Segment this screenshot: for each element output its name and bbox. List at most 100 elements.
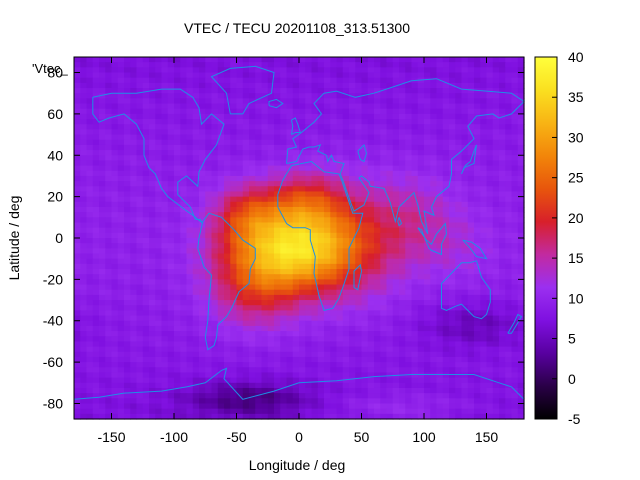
heatmap-cell <box>167 181 175 187</box>
heatmap-cell <box>167 258 175 265</box>
heatmap-cell <box>136 263 144 270</box>
heatmap-cell <box>399 134 406 141</box>
heatmap-cell <box>417 222 425 229</box>
heatmap-cell <box>105 362 113 368</box>
heatmap-cell <box>461 294 469 301</box>
heatmap-cell <box>455 67 463 74</box>
heatmap-cell <box>324 129 331 136</box>
heatmap-cell <box>492 351 500 358</box>
heatmap-cell <box>361 403 369 410</box>
heatmap-cell <box>480 362 488 368</box>
heatmap-cell <box>267 331 275 337</box>
heatmap-cell <box>167 413 175 420</box>
heatmap-cell <box>142 196 150 203</box>
heatmap-cell <box>80 274 88 280</box>
heatmap-cell <box>505 294 513 301</box>
heatmap-cell <box>105 139 113 146</box>
heatmap-cell <box>386 346 394 353</box>
heatmap-cell <box>217 305 225 311</box>
heatmap-cell <box>255 336 263 343</box>
heatmap-cell <box>174 238 181 244</box>
heatmap-cell <box>86 222 94 229</box>
heatmap-cell <box>155 201 163 208</box>
heatmap-cell <box>105 325 113 332</box>
heatmap-cell <box>80 351 88 358</box>
heatmap-cell <box>311 248 319 255</box>
heatmap-cell <box>392 103 400 110</box>
heatmap-cell <box>249 269 256 275</box>
heatmap-cell <box>374 108 381 115</box>
heatmap-cell <box>424 103 431 110</box>
heatmap-cell <box>474 367 481 374</box>
heatmap-cell <box>330 398 338 405</box>
heatmap-cell <box>324 160 331 167</box>
heatmap-cell <box>180 284 188 291</box>
heatmap-cell <box>374 113 381 120</box>
heatmap-cell <box>399 108 406 115</box>
heatmap-cell <box>330 403 338 410</box>
heatmap-cell <box>236 196 244 203</box>
heatmap-cell <box>342 124 350 130</box>
heatmap-cell <box>405 72 413 79</box>
heatmap-cell <box>392 217 400 224</box>
heatmap-cell <box>486 274 494 280</box>
heatmap-cell <box>230 243 238 249</box>
heatmap-cell <box>142 377 150 384</box>
heatmap-cell <box>330 72 338 79</box>
heatmap-cell <box>161 269 169 275</box>
heatmap-cell <box>336 387 344 394</box>
heatmap-cell <box>361 212 369 218</box>
heatmap-cell <box>155 320 163 327</box>
heatmap-cell <box>217 77 225 84</box>
heatmap-cell <box>205 227 213 234</box>
heatmap-cell <box>392 258 400 265</box>
heatmap-cell <box>199 263 206 270</box>
heatmap-cell <box>467 77 475 84</box>
heatmap-cell <box>467 150 475 156</box>
heatmap-cell <box>317 98 325 105</box>
heatmap-cell <box>324 315 331 322</box>
heatmap-cell <box>480 284 488 291</box>
heatmap-cell <box>161 294 169 301</box>
heatmap-cell <box>442 160 450 167</box>
heatmap-cell <box>380 253 388 260</box>
heatmap-cell <box>205 217 213 224</box>
heatmap-cell <box>199 398 206 405</box>
heatmap-cell <box>442 129 450 136</box>
heatmap-cell <box>405 243 413 249</box>
heatmap-cell <box>292 191 300 198</box>
heatmap-cell <box>349 170 356 177</box>
heatmap-cell <box>80 315 88 322</box>
heatmap-cell <box>217 279 225 286</box>
heatmap-cell <box>474 206 481 213</box>
heatmap-cell <box>142 57 150 63</box>
heatmap-cell <box>174 124 181 130</box>
heatmap-cell <box>186 129 194 136</box>
heatmap-cell <box>511 243 519 249</box>
heatmap-cell <box>411 150 419 156</box>
heatmap-cell <box>511 315 519 322</box>
heatmap-cell <box>242 57 250 63</box>
heatmap-cell <box>405 139 413 146</box>
heatmap-cell <box>199 93 206 99</box>
heatmap-cell <box>336 403 344 410</box>
heatmap-cell <box>80 62 88 68</box>
heatmap-cell <box>380 139 388 146</box>
heatmap-cell <box>392 196 400 203</box>
heatmap-cell <box>286 181 294 187</box>
heatmap-cell <box>199 403 206 410</box>
heatmap-cell <box>411 269 419 275</box>
heatmap-cell <box>342 356 350 363</box>
heatmap-cell <box>311 72 319 79</box>
heatmap-cell <box>336 98 344 105</box>
heatmap-cell <box>217 243 225 249</box>
heatmap-cell <box>361 124 369 130</box>
heatmap-cell <box>261 253 269 260</box>
heatmap-cell <box>124 181 131 187</box>
heatmap-cell <box>317 227 325 234</box>
heatmap-cell <box>386 62 394 68</box>
heatmap-cell <box>374 325 381 332</box>
heatmap-cell <box>192 144 200 151</box>
heatmap-cell <box>430 186 438 193</box>
heatmap-cell <box>117 201 125 208</box>
